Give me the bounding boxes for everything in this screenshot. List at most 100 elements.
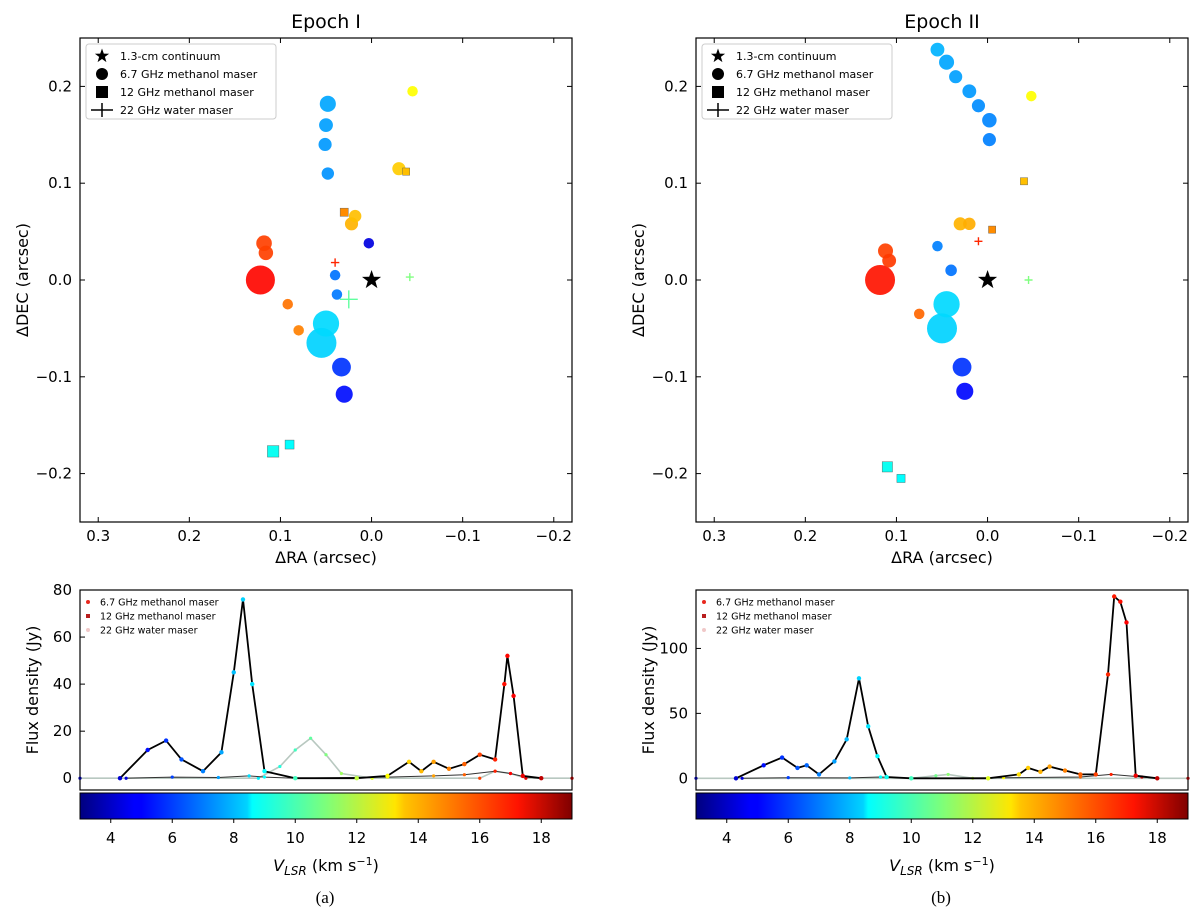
methanol-6-7ghz-spot <box>331 289 343 300</box>
colorbar-tick-label: 8 <box>845 829 855 847</box>
spectrum-point <box>240 597 246 602</box>
legend-label: 12 GHz methanol maser <box>736 86 870 99</box>
y-tick-label: 0.0 <box>48 271 72 289</box>
spectrum-point <box>866 724 871 729</box>
methanol-6-7ghz-spot <box>319 95 336 112</box>
methanol-6-7ghz-spot <box>319 118 333 133</box>
y-tick-label: −0.1 <box>36 368 72 386</box>
y-tick-label: −0.2 <box>652 465 688 483</box>
legend-square-icon <box>702 614 706 618</box>
methanol-6-7ghz-spot <box>882 253 897 268</box>
spectrum-point <box>117 776 123 781</box>
spectrum-point <box>293 748 297 752</box>
methanol-6-7ghz-spot <box>293 325 304 336</box>
methanol-6-7ghz-spot <box>332 357 351 377</box>
methanol-12ghz-spot <box>339 207 349 217</box>
spectrum-point <box>856 676 862 681</box>
methanol-6-7ghz-spot <box>971 99 986 113</box>
spectrum-point <box>200 768 206 774</box>
legend-square-icon <box>96 86 108 98</box>
methanol-6-7ghz-spot <box>963 217 976 231</box>
spectrum-point <box>740 776 744 780</box>
spectrum-point <box>816 772 822 777</box>
spectrum-point <box>1105 672 1111 677</box>
methanol-12ghz-spot <box>1020 177 1028 186</box>
legend-label: 12 GHz methanol maser <box>120 86 254 99</box>
spectrum-point <box>216 775 220 780</box>
colorbar-tick-label: 16 <box>470 829 489 847</box>
colorbar-tick-label: 8 <box>229 829 239 847</box>
spectrum-point <box>511 693 516 699</box>
spectrum-point <box>478 776 482 780</box>
methanol-6-7ghz-spot <box>392 162 406 176</box>
colorbar-tick-label: 6 <box>783 829 793 847</box>
methanol-12ghz-spot <box>284 439 295 450</box>
spectrum-point <box>786 776 790 780</box>
x-tick-label: 0.1 <box>269 527 293 545</box>
water-22ghz-spot <box>339 290 358 309</box>
colorbar-tick-label: 18 <box>1148 829 1167 847</box>
methanol-6-7ghz-spot <box>952 357 972 377</box>
legend-plus-icon <box>91 103 113 117</box>
spectrum-point <box>250 681 255 687</box>
spectrum-point <box>1093 772 1098 777</box>
spectrum-point <box>502 681 507 687</box>
legend-label: 22 GHz water maser <box>736 104 849 117</box>
x-tick-label: −0.2 <box>1152 527 1188 545</box>
sky-title-b: Epoch II <box>904 11 979 33</box>
methanol-6-7ghz-spot <box>321 167 335 180</box>
spectrum-point <box>694 776 698 780</box>
legend-dot-icon <box>86 600 90 604</box>
legend-label: 12 GHz methanol maser <box>716 612 832 623</box>
colorbar-tick-label: 14 <box>1025 829 1044 847</box>
spectrum-point <box>462 773 466 777</box>
spectrum-series-0 <box>735 594 1158 780</box>
legend-star-icon <box>710 48 726 63</box>
methanol-6-7ghz-spot <box>953 217 967 231</box>
continuum-star-icon <box>362 270 382 289</box>
spectrum-point <box>1124 620 1129 625</box>
panel-b: Epoch II 0.3 0.2 0.1 0.0 −0.1 −0.2 −0.2 −0.1 0.0… <box>629 11 1190 907</box>
legend-label: 6.7 GHz methanol maser <box>736 68 874 81</box>
spectrum-point <box>1047 764 1052 769</box>
y-tick-label: 0 <box>62 769 72 787</box>
spectrum-point <box>446 766 452 772</box>
spectrum-point <box>1133 773 1138 778</box>
y-tick-label: 0 <box>678 769 688 787</box>
x-axis-label: ΔRA (arcsec) <box>891 548 993 567</box>
spectrum-point <box>985 776 991 781</box>
spectrum-point <box>848 776 852 780</box>
continuum-star-icon <box>978 270 998 289</box>
spectrum-frame <box>79 589 573 791</box>
methanol-6-7ghz-spot <box>945 264 957 277</box>
spectrum-point <box>385 773 390 779</box>
spectrum-point <box>231 670 236 675</box>
y-tick-label: 60 <box>53 628 72 646</box>
spectrum-point <box>262 775 267 779</box>
y-tick-label: 0.2 <box>48 77 72 95</box>
spectrum-point <box>1118 599 1123 604</box>
y-axis-label: ΔDEC (arcsec) <box>629 223 648 337</box>
water-22ghz-spot <box>330 258 340 267</box>
y-tick-label: 80 <box>53 581 72 599</box>
legend-label: 22 GHz water maser <box>100 626 198 637</box>
spectrum-point <box>875 754 880 759</box>
methanol-6-7ghz-spot <box>318 137 332 152</box>
spectrum-series-2 <box>696 773 1188 780</box>
spectrum-point <box>354 776 359 781</box>
spectrum-point <box>256 776 260 780</box>
colorbar <box>695 792 1189 820</box>
spectrum-point <box>278 764 282 769</box>
y-axis-label: Flux density (Jy) <box>23 626 42 755</box>
spectrum-point <box>520 773 525 779</box>
methanol-6-7ghz-spot <box>329 269 341 281</box>
spectrum-point <box>539 776 544 781</box>
spectrum-point <box>1038 769 1043 775</box>
legend-label: 6.7 GHz methanol maser <box>716 598 835 609</box>
spectrum-point <box>477 752 482 757</box>
spectrum-point <box>832 759 837 764</box>
x-tick-label: −0.1 <box>1060 527 1096 545</box>
spectrum-point <box>1155 776 1160 781</box>
legend-dot-icon <box>86 628 90 632</box>
spectrum-point <box>946 772 950 777</box>
